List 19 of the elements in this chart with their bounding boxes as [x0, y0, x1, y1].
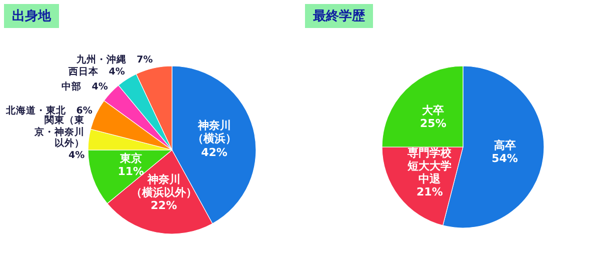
data-label: 54%	[492, 152, 518, 166]
slice-label: 北海道・東北 6%	[6, 105, 92, 116]
slice-label: 専門学校短大大学中退	[408, 146, 452, 186]
slice-label: 九州・沖縄 7%	[76, 54, 153, 66]
slice-label: 高卒	[494, 139, 516, 152]
slice-label: 東京	[120, 152, 142, 165]
chart-title: 最終学歴	[305, 4, 373, 28]
slice-label: 大卒	[422, 104, 444, 118]
slice-label: 神奈川（横浜）	[192, 119, 236, 146]
data-label: 22%	[150, 200, 177, 212]
slice-label: 関東（東京・神奈川以外）	[34, 116, 85, 150]
slice-label: 西日本 4%	[68, 66, 125, 78]
data-label: 4%	[68, 150, 85, 161]
slice-label: 中部 4%	[62, 81, 108, 93]
chart-title: 出身地	[4, 4, 59, 28]
data-label: 11%	[118, 164, 144, 178]
data-label: 25%	[420, 117, 446, 130]
data-label: 42%	[201, 146, 228, 159]
data-label: 21%	[416, 186, 443, 199]
